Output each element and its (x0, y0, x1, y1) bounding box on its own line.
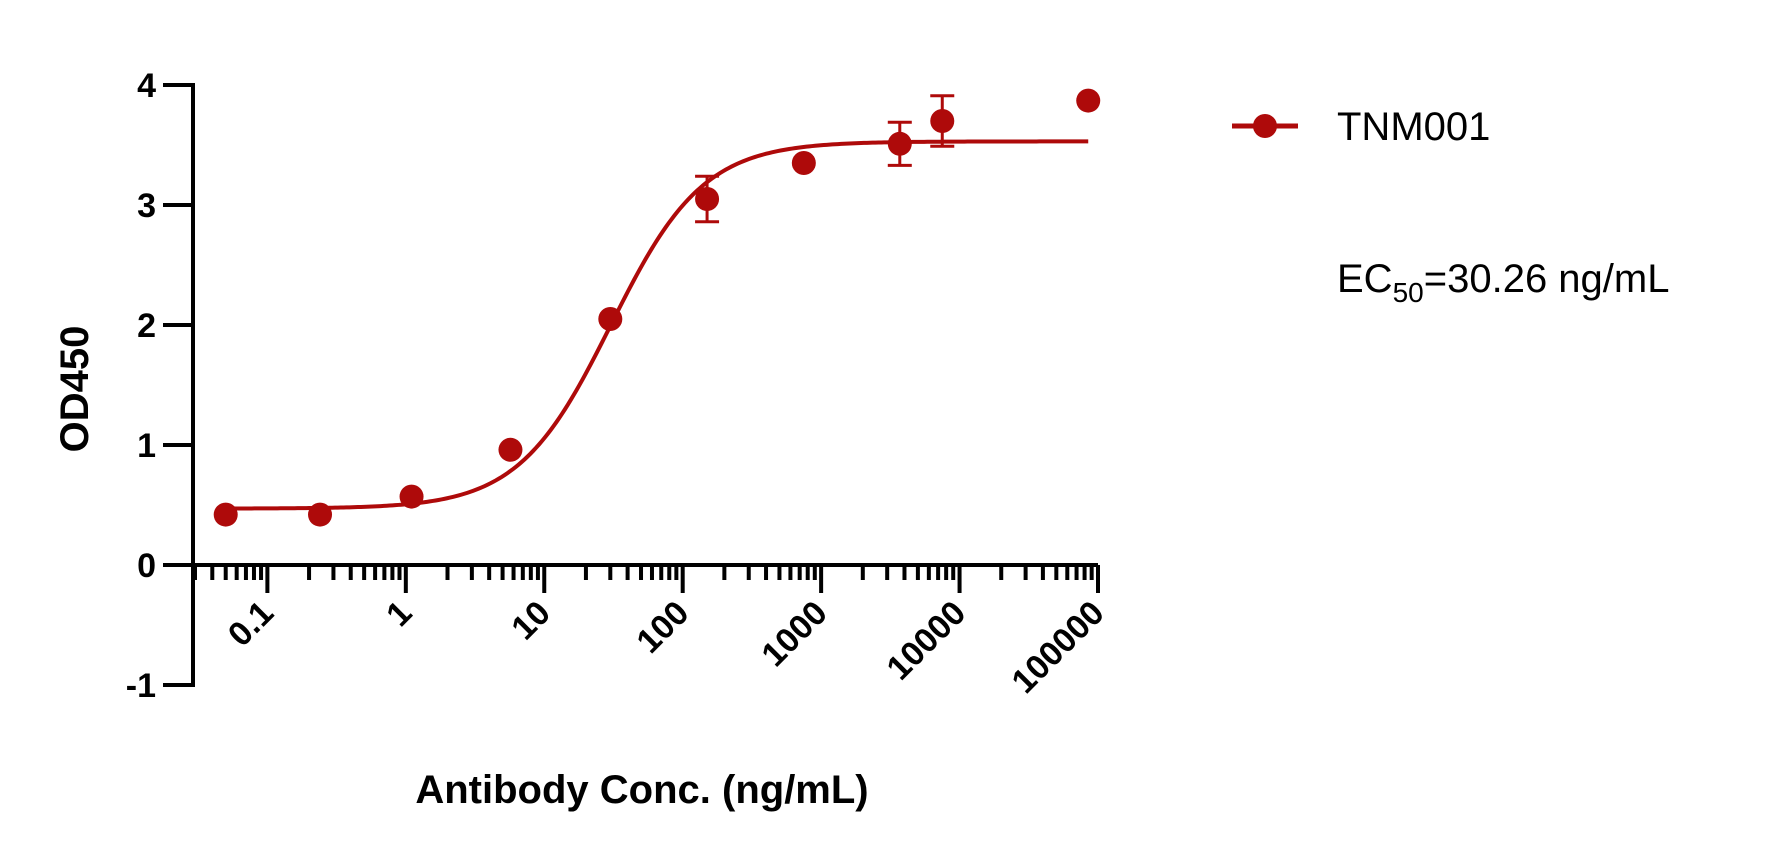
data-point (695, 187, 720, 211)
data-point (887, 131, 912, 156)
data-point (1076, 88, 1101, 113)
data-point (498, 437, 523, 462)
ec50-subscript: 50 (1393, 277, 1424, 308)
x-tick-label: 10000 (879, 594, 973, 688)
ec50-prefix: EC (1337, 257, 1393, 301)
data-point (598, 307, 623, 331)
data-point (399, 484, 424, 509)
x-ticks: 0.1 1 10 100 1000 10000 100000 (193, 565, 1112, 701)
legend-label: TNM001 (1337, 105, 1490, 149)
x-tick-label: 1 (379, 594, 419, 634)
plot-area (213, 88, 1101, 527)
axes: -1 0 1 2 3 4 0.1 1 10 100 1000 10000 100000 (126, 67, 1112, 705)
data-point (930, 109, 955, 133)
x-tick-label: 100 (629, 594, 696, 661)
x-axis-title: Antibody Conc. (ng/mL) (415, 768, 868, 812)
y-tick-label: -1 (126, 667, 156, 705)
y-tick-label: 0 (137, 547, 156, 585)
fit-curve (225, 139, 1089, 511)
x-tick-label: 0.1 (221, 594, 281, 654)
ec50-annotation: EC50=30.26 ng/mL (1337, 257, 1669, 308)
x-tick-label: 10 (504, 594, 558, 648)
y-tick-label: 4 (137, 67, 156, 105)
data-point (791, 151, 816, 175)
data-point (308, 502, 333, 527)
legend: TNM001 (1232, 105, 1490, 149)
y-axis-title: OD450 (53, 326, 97, 453)
x-tick-label: 100000 (1005, 594, 1112, 701)
legend-marker (1253, 114, 1277, 138)
y-ticks: -1 0 1 2 3 4 (126, 67, 193, 705)
y-tick-label: 1 (137, 427, 156, 465)
x-tick-label: 1000 (754, 594, 834, 674)
ec50-suffix: =30.26 ng/mL (1424, 257, 1670, 301)
y-tick-label: 2 (137, 307, 156, 345)
y-tick-label: 3 (137, 187, 156, 225)
data-point (213, 502, 238, 527)
